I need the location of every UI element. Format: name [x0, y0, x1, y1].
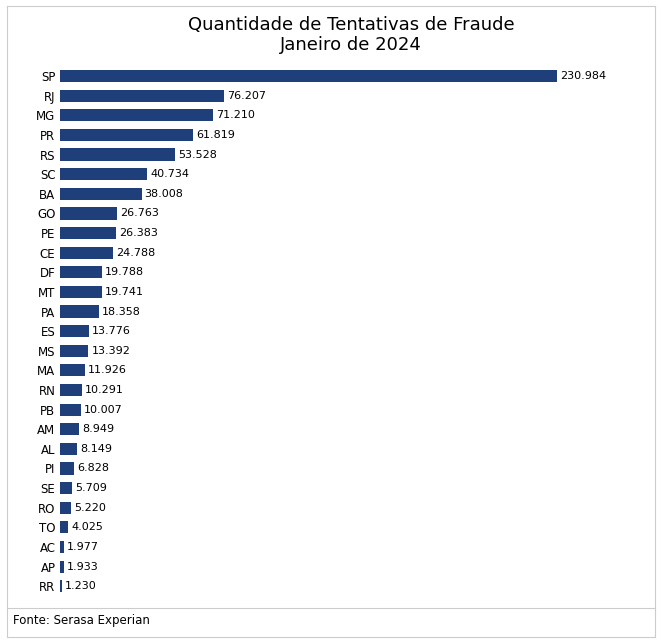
Text: 8.149: 8.149: [80, 444, 112, 454]
Bar: [60, 188, 142, 200]
Text: 8.949: 8.949: [82, 424, 114, 434]
Text: 1.933: 1.933: [67, 561, 99, 572]
Text: 5.709: 5.709: [75, 483, 107, 493]
Text: 71.210: 71.210: [216, 111, 255, 120]
Text: 10.007: 10.007: [84, 404, 123, 415]
Text: 4.025: 4.025: [71, 522, 103, 532]
Bar: [60, 207, 117, 219]
Text: 26.763: 26.763: [120, 208, 159, 219]
Text: 1.977: 1.977: [67, 542, 99, 552]
Bar: [60, 227, 117, 239]
Bar: [60, 246, 113, 258]
Text: 13.776: 13.776: [92, 326, 131, 336]
Bar: [60, 561, 64, 573]
Bar: [60, 404, 81, 416]
Text: 24.788: 24.788: [116, 248, 156, 258]
Bar: [60, 168, 148, 180]
Bar: [60, 129, 193, 141]
Bar: [60, 502, 71, 514]
Text: 53.528: 53.528: [178, 150, 217, 159]
Text: 10.291: 10.291: [85, 385, 124, 395]
Bar: [60, 521, 68, 534]
Bar: [60, 70, 557, 82]
Text: 40.734: 40.734: [150, 169, 189, 179]
Bar: [60, 462, 74, 475]
Text: 26.383: 26.383: [119, 228, 158, 238]
Text: 18.358: 18.358: [102, 307, 141, 316]
Bar: [60, 286, 102, 298]
Text: 1.230: 1.230: [66, 581, 97, 591]
Bar: [60, 149, 175, 161]
Bar: [60, 266, 102, 278]
Text: 5.220: 5.220: [74, 503, 106, 512]
Bar: [60, 109, 213, 122]
Bar: [60, 541, 64, 553]
Text: 19.741: 19.741: [105, 287, 144, 297]
Text: 230.984: 230.984: [561, 71, 606, 81]
Text: 13.392: 13.392: [91, 346, 130, 356]
Bar: [60, 89, 224, 102]
Text: 11.926: 11.926: [88, 365, 127, 376]
Text: 6.828: 6.828: [77, 464, 109, 473]
Bar: [60, 345, 89, 357]
Text: 38.008: 38.008: [144, 189, 183, 199]
Bar: [60, 384, 82, 396]
Bar: [60, 423, 79, 435]
Bar: [60, 325, 89, 337]
Bar: [60, 365, 85, 376]
Bar: [60, 482, 72, 494]
Text: Fonte: Serasa Experian: Fonte: Serasa Experian: [13, 614, 150, 627]
Title: Quantidade de Tentativas de Fraude
Janeiro de 2024: Quantidade de Tentativas de Fraude Janei…: [187, 15, 514, 55]
Text: 76.207: 76.207: [227, 91, 266, 101]
Text: 19.788: 19.788: [105, 267, 144, 277]
Bar: [60, 580, 62, 592]
Text: 61.819: 61.819: [196, 130, 235, 140]
Bar: [60, 305, 99, 318]
Bar: [60, 443, 77, 455]
